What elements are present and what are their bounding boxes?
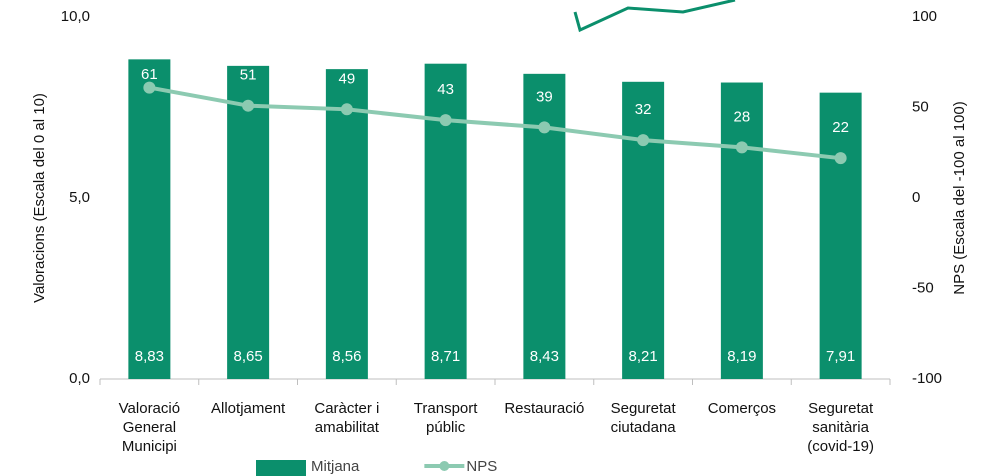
line-point [242, 99, 255, 112]
bar [128, 59, 171, 379]
x-tick-label-line: Allotjament [211, 400, 286, 417]
x-tick-label-line: públic [426, 419, 466, 436]
x-tick-label-line: sanitària [812, 419, 869, 436]
line-value-label: 49 [339, 70, 356, 87]
y-tick-label: 10,0 [61, 8, 90, 25]
legend-swatch-point [439, 461, 450, 471]
decoration [573, 0, 736, 33]
bar-value-label: 7,91 [826, 348, 855, 365]
legend-label: NPS [466, 458, 497, 475]
line-value-label: 39 [536, 88, 553, 105]
x-tick-label: Seguretat sanitària (covid-19) [807, 400, 874, 455]
line-value-label: 22 [832, 119, 849, 136]
bar-value-label: 8,83 [135, 348, 164, 365]
x-tick-label-line: ciutadana [611, 419, 677, 436]
line-value-label: 32 [635, 101, 652, 118]
y2-tick-label: 50 [912, 98, 929, 115]
line-value-label: 51 [240, 67, 257, 84]
y2-tick-label: 100 [912, 8, 937, 25]
y-axis-title: Valoracions (Escala del 0 al 10) [31, 93, 48, 303]
x-tick-label: Caràcter i amabilitat [314, 400, 379, 436]
bar [325, 69, 368, 380]
bar [819, 92, 862, 380]
line-point [637, 134, 650, 147]
line-point [439, 114, 452, 127]
bar-value-label: 8,71 [431, 348, 460, 365]
line-point [735, 141, 748, 154]
x-tick-label-line: Transport [414, 400, 478, 417]
x-tick-label-line: Caràcter i [314, 400, 379, 417]
bar-value-label: 8,65 [234, 348, 263, 365]
line-point [834, 152, 847, 165]
bar-value-label: 8,21 [629, 348, 658, 365]
y-tick-label: 0,0 [69, 370, 90, 387]
y2-tick-label: 0 [912, 189, 920, 206]
x-tick-label-line: (covid-19) [807, 438, 874, 455]
y2-tick-label: -50 [912, 279, 934, 296]
x-tick-label-line: Comerços [708, 400, 776, 417]
line-point [340, 103, 353, 116]
line-value-label: 43 [437, 81, 454, 98]
bar [720, 82, 763, 379]
y2-tick-label: -100 [912, 370, 942, 387]
line-point [143, 81, 156, 94]
x-tick-label-line: General [123, 419, 176, 436]
bar [227, 65, 270, 380]
x-tick-label-line: Seguretat [611, 400, 677, 417]
bar-value-label: 8,19 [727, 348, 756, 365]
bar-value-label: 8,56 [332, 348, 361, 365]
x-tick-label: Transport públic [414, 400, 478, 436]
line [149, 85, 841, 161]
x-tick-label: Comerços [708, 400, 776, 417]
line-value-label: 61 [141, 66, 158, 83]
bar [424, 63, 467, 379]
x-tick-label: Restauració [504, 400, 584, 417]
x-tick-label: Seguretat ciutadana [611, 400, 677, 436]
line-point [538, 121, 551, 134]
bar-value-label: 8,43 [530, 348, 559, 365]
x-tick-label-line: Valoració [119, 400, 180, 417]
x-tick-label-line: Seguretat [808, 400, 874, 417]
legend-swatch [256, 460, 306, 476]
x-tick-label-line: amabilitat [315, 419, 380, 436]
x-tick-label: Allotjament [211, 400, 286, 417]
bar [622, 81, 665, 379]
x-tick-label: Valoració General Municipi [119, 400, 180, 455]
legend-label: Mitjana [311, 458, 360, 475]
bar [523, 73, 566, 380]
x-tick-label-line: Municipi [122, 438, 177, 455]
line-value-label: 28 [734, 108, 751, 125]
y2-axis-title: NPS (Escala del -100 al 100) [951, 101, 968, 294]
x-tick-label-line: Restauració [504, 400, 584, 417]
y-tick-label: 5,0 [69, 189, 90, 206]
